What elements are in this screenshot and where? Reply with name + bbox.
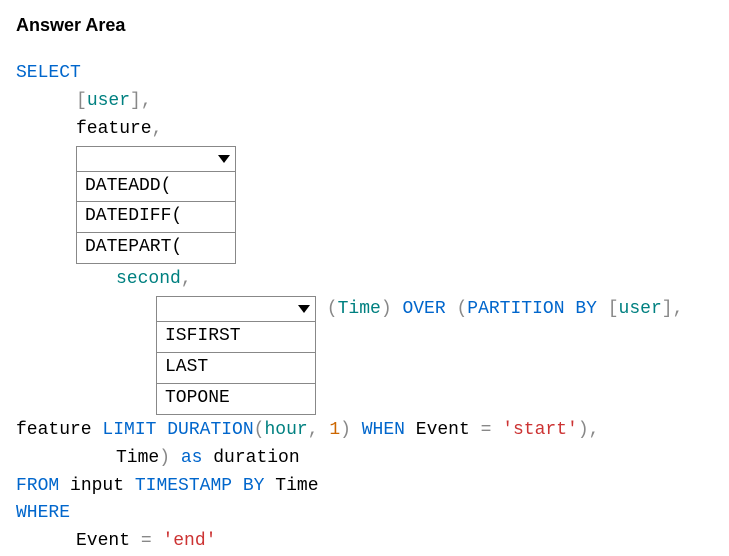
dropdown-1-options: DATEADD( DATEDIFF( DATEPART(	[76, 172, 236, 265]
keyword-where: WHERE	[16, 503, 70, 523]
identifier-hour: hour	[264, 420, 307, 440]
code-line-user: [user],	[16, 88, 713, 116]
keyword-duration: DURATION	[167, 420, 253, 440]
dropdown-1-option[interactable]: DATEADD(	[77, 172, 235, 203]
tail: ),	[578, 420, 600, 440]
string-end: 'end'	[162, 531, 216, 551]
keyword-as: as	[181, 448, 203, 468]
dropdown-2[interactable]: ISFIRST LAST TOPONE	[156, 296, 316, 415]
keyword-by: BY	[575, 299, 597, 319]
identifier-second: second	[116, 269, 181, 289]
paren-open3: (	[254, 420, 265, 440]
bracket-open: [	[76, 91, 87, 111]
dropdown-2-option[interactable]: LAST	[157, 353, 315, 384]
answer-area-heading: Answer Area	[16, 12, 713, 40]
code-line-event-end: Event = 'end'	[16, 528, 713, 556]
keyword-partition: PARTITION	[467, 299, 564, 319]
identifier-user: user	[87, 91, 130, 111]
keyword-over: OVER	[402, 299, 445, 319]
literal-one: 1	[329, 420, 340, 440]
paren-close: )	[381, 299, 403, 319]
dropdown-1[interactable]: DATEADD( DATEDIFF( DATEPART(	[76, 146, 236, 265]
identifier-duration: duration	[213, 448, 299, 468]
keyword-from: FROM	[16, 476, 59, 496]
keyword-timestamp: TIMESTAMP	[135, 476, 232, 496]
equals2: =	[141, 531, 152, 551]
code-line-limitduration: feature LIMIT DURATION(hour, 1) WHEN Eve…	[16, 417, 713, 445]
bracket-open2: [	[608, 299, 619, 319]
keyword-when: WHEN	[362, 420, 405, 440]
code-line-where: WHERE	[16, 500, 713, 528]
keyword-limit: LIMIT	[102, 420, 156, 440]
dropdown-2-option[interactable]: TOPONE	[157, 384, 315, 414]
identifier-feature: feature	[76, 119, 152, 139]
dropdown-2-option[interactable]: ISFIRST	[157, 322, 315, 353]
identifier-time2: Time	[116, 448, 159, 468]
identifier-time: Time	[338, 299, 381, 319]
code-line-asduration: Time) as duration	[16, 445, 713, 473]
keyword-by2: BY	[243, 476, 265, 496]
code-line-feature: feature,	[16, 116, 713, 144]
paren-close3: )	[340, 420, 362, 440]
dropdown-2-row: ISFIRST LAST TOPONE (Time) OVER (PARTITI…	[16, 294, 713, 417]
identifier-feature2: feature	[16, 420, 102, 440]
identifier-event2: Event	[76, 531, 141, 551]
dropdown-1-wrap: DATEADD( DATEDIFF( DATEPART(	[16, 144, 713, 267]
equals: =	[481, 420, 492, 440]
dropdown-2-header[interactable]	[156, 296, 316, 322]
paren-open2: (	[456, 299, 467, 319]
comma: ,	[181, 269, 192, 289]
dropdown-1-option[interactable]: DATEPART(	[77, 233, 235, 263]
paren-open: (	[316, 299, 338, 319]
comma2: ,	[308, 420, 330, 440]
identifier-time3: Time	[275, 476, 318, 496]
identifier-user2: user	[619, 299, 662, 319]
bracket-close2: ],	[662, 299, 684, 319]
code-line-select: SELECT	[16, 60, 713, 88]
code-line-from: FROM input TIMESTAMP BY Time	[16, 473, 713, 501]
code-inline-over: (Time) OVER (PARTITION BY [user],	[316, 294, 683, 324]
comma: ,	[152, 119, 163, 139]
identifier-input: input	[70, 476, 135, 496]
dropdown-1-header[interactable]	[76, 146, 236, 172]
code-line-second: second,	[16, 266, 713, 294]
dropdown-2-options: ISFIRST LAST TOPONE	[156, 322, 316, 415]
chevron-down-icon	[211, 147, 235, 171]
identifier-event: Event	[416, 420, 481, 440]
string-start: 'start'	[502, 420, 578, 440]
dropdown-1-option[interactable]: DATEDIFF(	[77, 202, 235, 233]
paren-close4: )	[159, 448, 181, 468]
keyword-select: SELECT	[16, 63, 81, 83]
chevron-down-icon	[291, 297, 315, 321]
bracket-close-comma: ],	[130, 91, 152, 111]
